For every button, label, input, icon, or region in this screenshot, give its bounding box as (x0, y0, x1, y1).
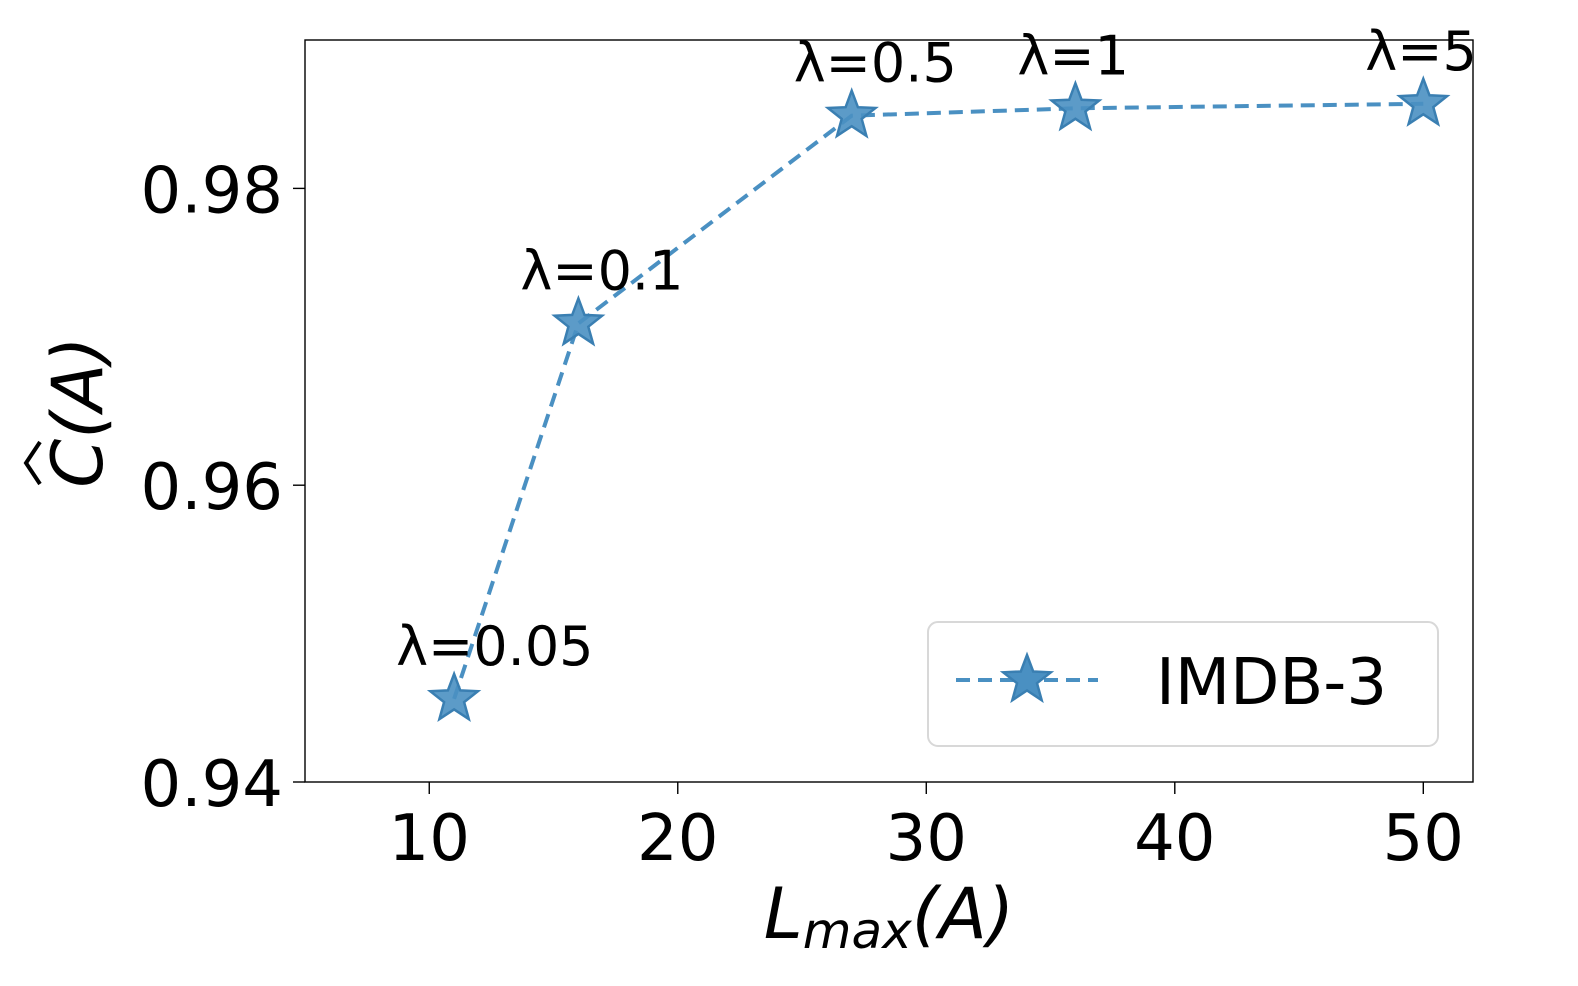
x-tick-label: 40 (1134, 802, 1215, 876)
data-point-star (1048, 79, 1103, 132)
y-axis: 0.94 0.96 0.98 (141, 154, 305, 822)
point-annotation: λ=1 (1017, 24, 1129, 87)
x-axis-title-main: L (764, 873, 803, 955)
x-tick-label: 20 (637, 802, 718, 876)
legend-star-marker (999, 651, 1055, 704)
data-point-star (426, 670, 482, 722)
y-tick-label: 0.96 (141, 451, 284, 525)
legend-label: IMDB-3 (1156, 646, 1387, 720)
x-axis-title-subscript: max (803, 902, 912, 960)
data-point-star (824, 87, 879, 139)
x-axis: 10 20 30 40 50 (389, 782, 1464, 876)
x-tick-label: 10 (389, 802, 470, 876)
y-axis-title-hat (23, 440, 42, 486)
point-annotation: λ=0.5 (794, 32, 957, 95)
legend-box (927, 621, 1439, 747)
y-axis-title: C(A) (23, 336, 119, 488)
x-axis-title: Lmax(A) (764, 873, 1014, 960)
series-layer: λ=0.05 λ=0.1 λ=0.5 λ=1 λ=5 (396, 20, 1477, 722)
data-point-star (1396, 75, 1451, 127)
x-axis-title-suffix: (A) (912, 873, 1015, 955)
y-axis-title-text: C(A) (37, 336, 119, 487)
legend: IMDB-3 (927, 621, 1439, 747)
x-tick-label: 30 (886, 802, 967, 876)
data-point-star (551, 294, 606, 347)
point-annotation: λ=5 (1365, 20, 1477, 83)
point-annotation: λ=0.1 (520, 239, 683, 302)
series-line (452, 101, 1424, 700)
plot-frame (304, 39, 1474, 783)
x-tick-label: 50 (1383, 802, 1464, 876)
point-annotation: λ=0.05 (396, 615, 593, 678)
y-tick-label: 0.94 (141, 748, 284, 822)
y-tick-label: 0.98 (141, 154, 284, 228)
